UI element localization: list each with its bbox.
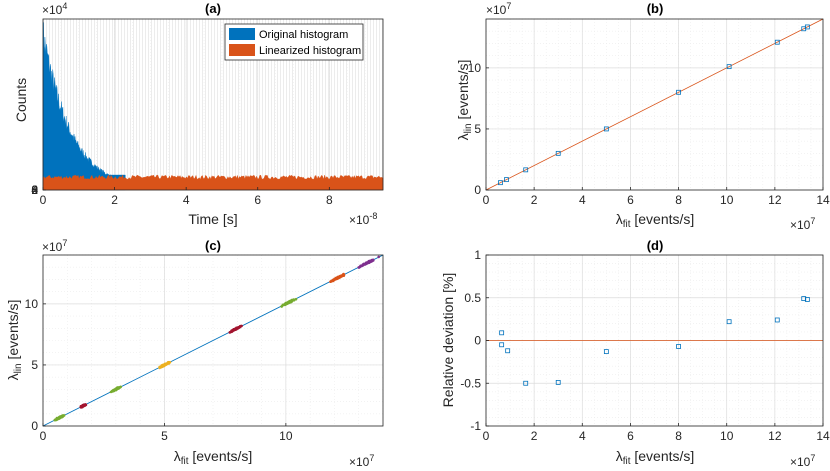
panel-a: 0 2 4 6 802468 (a) Time [s] Counts ×104 ×10-… xyxy=(13,1,383,227)
